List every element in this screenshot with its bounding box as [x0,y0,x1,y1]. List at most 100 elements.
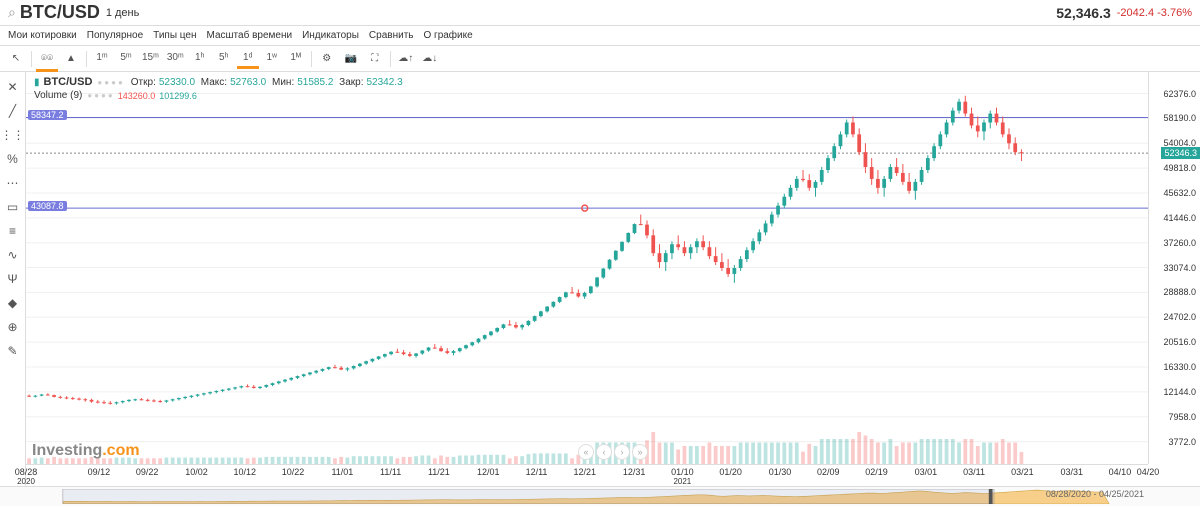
line-tag-upper[interactable]: 58347.2 [28,110,67,120]
y-tick: 3772.0 [1168,437,1196,447]
header: ⌕ BTC/USD 1 день 52,346.3 -2042.4 -3.76% [0,0,1200,26]
canvas-area[interactable]: 58347.2 43087.8 [26,72,1148,464]
pitchfork-icon[interactable]: Ψ [2,268,24,290]
pager-next-icon: › [614,444,630,460]
chart-info-overlay: ▮ BTC/USD ●●●● Откр:52330.0 Макс:52763.0… [34,76,403,101]
chart-style-icon[interactable]: ▲ [60,49,82,69]
menu-price-types[interactable]: Типы цен [153,30,196,41]
menu-indicators[interactable]: Индикаторы [302,30,359,41]
search-icon[interactable]: ⌕ [8,4,16,21]
price-tag-current: 52346.3 [1161,147,1200,159]
cloud-upload-icon[interactable]: ☁↑ [395,49,417,69]
timeframe-1ʰ[interactable]: 1ʰ [189,48,211,68]
x-tick: 09/12 [88,467,111,477]
y-tick: 16330.0 [1163,362,1196,372]
timeframe-1ʷ[interactable]: 1ʷ [261,48,283,68]
timeframe-5ᵐ[interactable]: 5ᵐ [115,48,137,68]
y-tick: 41446.0 [1163,213,1196,223]
x-tick: 09/22 [136,467,159,477]
trend-line-icon[interactable]: ╱ [2,100,24,122]
x-tick: 10/02 [185,467,208,477]
volume-label: Volume (9) [34,90,82,101]
menu-about-chart[interactable]: О графике [423,30,472,41]
x-tick: 03/01 [915,467,938,477]
timeframe-label: 1 день [106,7,140,19]
fullscreen-icon[interactable]: ⛶ [364,49,386,69]
info-controls[interactable]: ●●●● [96,77,123,88]
x-tick: 03/31 [1060,467,1083,477]
symbol-title: BTC/USD [20,2,100,23]
timeframe-1ᵐ[interactable]: 1ᵐ [91,48,113,68]
chart-container[interactable]: ▮ BTC/USD ●●●● Откр:52330.0 Макс:52763.0… [26,72,1200,486]
mini-chart[interactable] [28,489,1144,504]
candlestick-chart[interactable] [26,72,1148,464]
timeframe-1ᵈ[interactable]: 1ᵈ [237,49,259,69]
y-tick: 24702.0 [1163,312,1196,322]
fib-icon[interactable]: ⋮⋮ [2,124,24,146]
x-axis[interactable]: 08/28202009/1209/2210/0210/1210/2211/011… [26,464,1148,486]
bottom-navigator[interactable]: 08/28/2020 - 04/25/2021 [0,486,1200,506]
x-tick: 01/102021 [671,467,694,486]
y-tick: 20516.0 [1163,337,1196,347]
timeframe-1ᴹ[interactable]: 1ᴹ [285,48,307,68]
cursor-tool-icon[interactable]: ↖ [5,49,27,69]
pager-first-icon: « [578,444,594,460]
y-tick: 49818.0 [1163,163,1196,173]
y-tick: 7958.0 [1168,412,1196,422]
rect-icon[interactable]: ▭ [2,196,24,218]
x-tick: 10/12 [234,467,257,477]
camera-icon[interactable]: 📷 [340,49,362,69]
chart-pager[interactable]: «‹›» [578,444,648,460]
brush-icon[interactable]: ✎ [2,340,24,362]
x-tick: 04/10 [1109,467,1132,477]
x-tick: 11/11 [380,467,401,477]
y-tick: 12144.0 [1163,387,1196,397]
text-icon[interactable]: ⊕ [2,316,24,338]
line-tag-lower[interactable]: 43087.8 [28,201,67,211]
x-tick: 03/21 [1011,467,1034,477]
ohlc-readout: Откр:52330.0 Макс:52763.0 Мин:51585.2 За… [128,77,403,88]
info-symbol: BTC/USD [44,76,93,88]
x-tick: 10/22 [282,467,305,477]
hline-icon[interactable]: ⋯ [2,172,24,194]
settings-icon[interactable]: ⚙ [316,49,338,69]
y-tick: 28888.0 [1163,287,1196,297]
x-tick: 08/282020 [15,467,38,486]
y-tick: 62376.0 [1163,89,1196,99]
current-price: 52,346.3 [1056,5,1111,21]
y-tick: 33074.0 [1163,263,1196,273]
menu-my-quotes[interactable]: Мои котировки [8,30,77,41]
y-tick: 37260.0 [1163,238,1196,248]
timeframe-30ᵐ[interactable]: 30ᵐ [164,48,187,68]
x-tick: 03/11 [963,467,985,477]
list-icon[interactable]: ≡ [2,220,24,242]
price-change: -2042.4 -3.76% [1117,7,1192,19]
date-range-label: 08/28/2020 - 04/25/2021 [1046,489,1144,499]
y-tick: 45632.0 [1163,188,1196,198]
timeframe-5ʰ[interactable]: 5ʰ [213,48,235,68]
volume-b: 101299.6 [159,91,197,101]
toolbar-top: ↖ ⌾⌾ ▲ 1ᵐ5ᵐ15ᵐ30ᵐ1ʰ5ʰ1ᵈ1ʷ1ᴹ ⚙ 📷 ⛶ ☁↑ ☁↓ [0,46,1200,72]
wave-icon[interactable]: ∿ [2,244,24,266]
y-tick: 58190.0 [1163,113,1196,123]
cross-tool-icon[interactable]: ✕ [2,76,24,98]
x-tick: 12/01 [477,467,500,477]
marker-icon[interactable]: ◆ [2,292,24,314]
x-tick: 11/21 [428,467,450,477]
x-tick: 02/19 [865,467,888,477]
x-tick: 11/01 [331,467,353,477]
x-tick: 04/20 [1137,467,1160,477]
cloud-download-icon[interactable]: ☁↓ [419,49,441,69]
pager-prev-icon: ‹ [596,444,612,460]
pager-last-icon: » [632,444,648,460]
y-axis[interactable]: 62376.058190.054004.049818.045632.041446… [1148,72,1200,464]
timeframe-15ᵐ[interactable]: 15ᵐ [139,48,162,68]
volume-controls[interactable]: ●●●● [86,90,113,101]
percent-icon[interactable]: % [2,148,24,170]
menu-compare[interactable]: Сравнить [369,30,414,41]
x-tick: 12/21 [573,467,596,477]
menu-popular[interactable]: Популярное [87,30,143,41]
candles-icon[interactable]: ⌾⌾ [36,49,58,69]
investing-logo: Investing.com [32,442,140,460]
menu-time-scale[interactable]: Масштаб времени [207,30,293,41]
